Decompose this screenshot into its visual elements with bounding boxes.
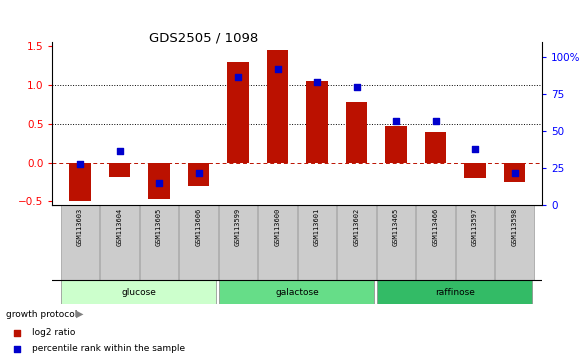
Text: percentile rank within the sample: percentile rank within the sample — [32, 344, 185, 353]
Bar — [61, 280, 216, 304]
Point — [273, 66, 282, 72]
Bar — [148, 163, 170, 199]
Point — [194, 170, 203, 176]
Point — [75, 161, 85, 167]
Point — [352, 84, 361, 90]
Text: GSM113597: GSM113597 — [472, 207, 478, 246]
Bar — [377, 280, 532, 304]
Point — [431, 118, 440, 124]
Point — [391, 118, 401, 124]
Text: glucose: glucose — [122, 287, 157, 297]
Text: galactose: galactose — [275, 287, 319, 297]
Bar — [306, 81, 328, 163]
Point — [233, 74, 243, 79]
Bar — [258, 205, 297, 280]
Text: GSM113605: GSM113605 — [156, 207, 162, 246]
Text: GSM113466: GSM113466 — [433, 207, 438, 246]
Bar — [219, 280, 374, 304]
Bar — [464, 163, 486, 178]
Point — [312, 80, 322, 85]
Point — [115, 148, 124, 153]
Bar — [188, 163, 209, 186]
Text: GSM113604: GSM113604 — [117, 207, 122, 246]
Bar — [495, 205, 534, 280]
Point — [510, 170, 519, 176]
Text: raffinose: raffinose — [436, 287, 475, 297]
Text: log2 ratio: log2 ratio — [32, 328, 75, 337]
Bar — [227, 62, 249, 163]
Bar — [385, 126, 407, 163]
Bar — [298, 205, 336, 280]
Bar — [346, 102, 367, 163]
Point — [154, 180, 164, 186]
Bar — [109, 163, 131, 177]
Text: GSM113465: GSM113465 — [393, 207, 399, 246]
Point — [13, 330, 22, 336]
Text: GSM113598: GSM113598 — [511, 207, 518, 246]
Bar — [416, 205, 455, 280]
Bar — [504, 163, 525, 182]
Text: GSM113602: GSM113602 — [353, 207, 360, 246]
Text: GSM113603: GSM113603 — [77, 207, 83, 246]
Bar — [267, 50, 289, 163]
Bar — [337, 205, 376, 280]
Bar — [456, 205, 494, 280]
Bar — [140, 205, 178, 280]
Bar — [69, 163, 91, 201]
Point — [13, 346, 22, 352]
Bar — [424, 132, 447, 163]
Bar — [219, 205, 258, 280]
Text: GSM113600: GSM113600 — [275, 207, 280, 246]
Bar — [377, 205, 416, 280]
Text: GSM113606: GSM113606 — [195, 207, 202, 246]
Bar — [61, 205, 100, 280]
Bar — [179, 205, 218, 280]
Text: ▶: ▶ — [76, 309, 83, 319]
Text: growth protocol: growth protocol — [6, 310, 77, 319]
Bar — [100, 205, 139, 280]
Point — [470, 146, 480, 152]
Text: GSM113601: GSM113601 — [314, 207, 320, 246]
Text: GDS2505 / 1098: GDS2505 / 1098 — [149, 32, 259, 45]
Text: GSM113599: GSM113599 — [235, 207, 241, 246]
